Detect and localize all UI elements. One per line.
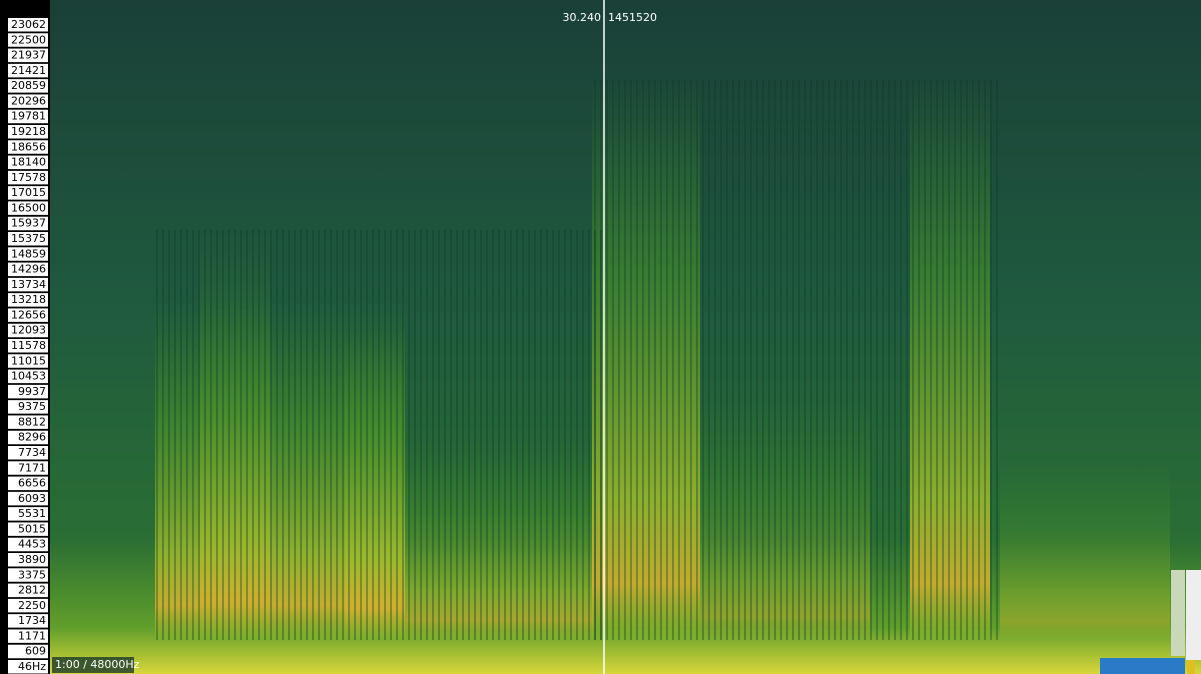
frequency-label: 15375	[11, 232, 46, 245]
cursor-sample: 1451520	[608, 11, 657, 24]
frequency-label: 21421	[11, 64, 46, 77]
frequency-label: 9937	[18, 385, 46, 398]
frequency-label: 6093	[18, 492, 46, 505]
frequency-label: 14296	[11, 263, 46, 276]
frequency-label: 609	[25, 645, 46, 658]
frequency-label: 13734	[11, 278, 46, 291]
frequency-label: 17578	[11, 171, 46, 184]
frequency-label: 13218	[11, 293, 46, 306]
frequency-label: 8812	[18, 415, 46, 428]
frequency-label: 19218	[11, 125, 46, 138]
frequency-label: 18140	[11, 156, 46, 169]
frequency-label: 2250	[18, 599, 46, 612]
frequency-label: 9375	[18, 400, 46, 413]
frequency-label: 23062	[11, 18, 46, 31]
frequency-label: 22500	[11, 33, 46, 46]
frequency-label: 20859	[11, 79, 46, 92]
frequency-label: 19781	[11, 110, 46, 123]
frequency-label: 14859	[11, 247, 46, 260]
frequency-label: 15937	[11, 217, 46, 230]
frequency-label: 6656	[18, 477, 46, 490]
frequency-label: 16500	[11, 201, 46, 214]
frequency-label: 5015	[18, 522, 46, 535]
status-text: 1:00 / 48000Hz	[55, 658, 140, 671]
frequency-label: 20296	[11, 94, 46, 107]
frequency-label: 1171	[18, 629, 46, 642]
frequency-label: 11015	[11, 354, 46, 367]
frequency-label: 7171	[18, 461, 46, 474]
frequency-label: 4453	[18, 538, 46, 551]
frequency-label: 17015	[11, 186, 46, 199]
frequency-label: 1734	[18, 614, 46, 627]
frequency-axis: 23062 22500 21937 21421 20859 20296 19781 19218…	[8, 18, 48, 674]
scrollbar[interactable]	[1171, 570, 1185, 656]
level-indicator	[1187, 660, 1195, 674]
frequency-label: 10453	[11, 370, 46, 383]
frequency-label: 7734	[18, 446, 46, 459]
frequency-label: 12093	[11, 324, 46, 337]
frequency-label: 2812	[18, 584, 46, 597]
frequency-label: 3375	[18, 568, 46, 581]
frequency-label: 46Hz	[18, 660, 46, 673]
frequency-label: 18656	[11, 140, 46, 153]
cursor-time: 30.240	[563, 11, 602, 24]
frequency-label: 11578	[11, 339, 46, 352]
frequency-label: 12656	[11, 308, 46, 321]
spectrogram-window: 30.240 1451520 1:00 / 48000Hz 23062 22500…	[0, 0, 1201, 674]
frequency-label: 21937	[11, 49, 46, 62]
frequency-label: 3890	[18, 553, 46, 566]
toolbar-buttons[interactable]	[1100, 658, 1185, 674]
frequency-label: 8296	[18, 431, 46, 444]
page: 30.240 1451520 1:00 / 48000Hz 23062 22500…	[0, 0, 1201, 674]
mini-scale	[1186, 570, 1201, 660]
frequency-label: 5531	[18, 507, 46, 520]
